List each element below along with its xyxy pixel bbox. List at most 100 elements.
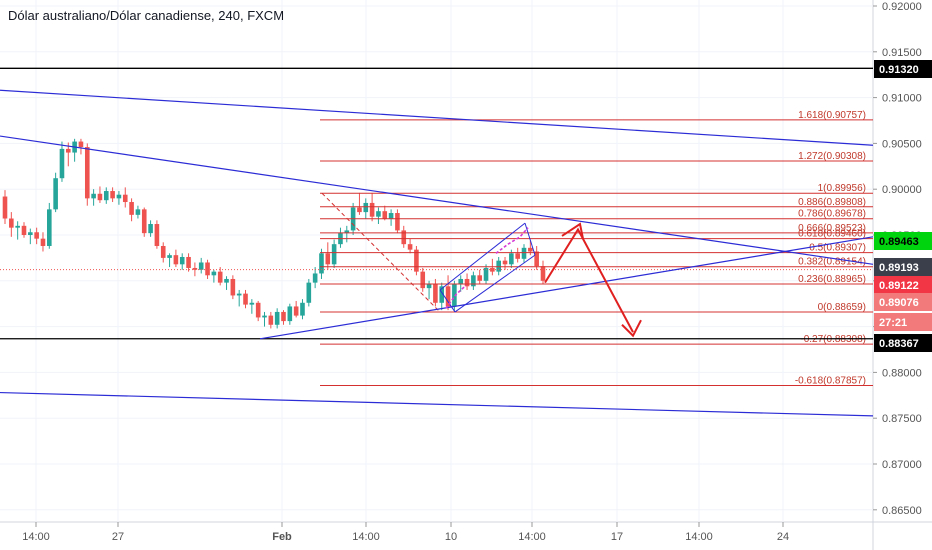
price-axis-label: 0.90500 bbox=[882, 138, 922, 150]
candle-bearish bbox=[255, 302, 261, 318]
fib-level-label: 0.236(0.88965) bbox=[798, 274, 866, 285]
time-axis-label: 14:00 bbox=[22, 531, 50, 543]
candle-bearish bbox=[65, 148, 71, 153]
candle-bearish bbox=[84, 147, 90, 199]
candle-bearish bbox=[293, 306, 299, 316]
candle-bearish bbox=[34, 232, 39, 239]
candle-bearish bbox=[160, 245, 166, 258]
price-tag-label: 0.88367 bbox=[879, 338, 919, 350]
candle-bullish bbox=[198, 262, 204, 270]
candle-bearish bbox=[401, 230, 407, 245]
candle-bullish bbox=[363, 202, 369, 213]
candle-bearish bbox=[357, 207, 362, 213]
candle-bearish bbox=[414, 249, 419, 272]
projection-path bbox=[544, 227, 634, 333]
fib-level-label: 0.666(0.89523) bbox=[798, 223, 866, 234]
fib-level-label: 0.618(0.89460) bbox=[798, 229, 866, 240]
candle-bullish bbox=[458, 278, 464, 285]
price-tag bbox=[874, 313, 932, 331]
candle-bearish bbox=[192, 267, 198, 270]
candle-bearish bbox=[515, 253, 520, 259]
time-axis-label: 14:00 bbox=[685, 531, 713, 543]
wave-path bbox=[445, 284, 467, 309]
candle-bullish bbox=[148, 224, 153, 234]
price-tag-label: 0.89193 bbox=[879, 262, 919, 274]
candle-bullish bbox=[59, 148, 65, 179]
price-axis-label: 0.87000 bbox=[882, 459, 922, 471]
candle-bearish bbox=[534, 251, 539, 267]
candle-bullish bbox=[521, 247, 527, 259]
candle-bearish bbox=[281, 311, 286, 322]
price-axis-label: 0.86500 bbox=[882, 505, 922, 517]
candle-bearish bbox=[122, 194, 128, 203]
candle-bullish bbox=[15, 225, 20, 228]
candle-bearish bbox=[173, 255, 179, 265]
candle-bullish bbox=[300, 302, 305, 316]
trend-line[interactable] bbox=[0, 391, 874, 417]
candle-bearish bbox=[154, 224, 160, 246]
candle-bullish bbox=[388, 213, 394, 219]
trend-line[interactable] bbox=[0, 135, 874, 265]
time-axis-label: 17 bbox=[611, 531, 623, 543]
price-tag bbox=[874, 60, 932, 78]
trend-line[interactable] bbox=[259, 236, 874, 340]
candle-bearish bbox=[528, 247, 533, 252]
candle-bearish bbox=[420, 271, 426, 289]
candle-bearish bbox=[268, 315, 274, 325]
candle-bearish bbox=[407, 244, 413, 250]
arrowhead-up bbox=[561, 222, 584, 239]
price-tag bbox=[874, 276, 932, 294]
fib-level-label: 1.272(0.90308) bbox=[798, 151, 866, 162]
candle-bullish bbox=[135, 209, 141, 215]
trend-line[interactable] bbox=[0, 89, 874, 146]
fib-level-label: 1(0.89956) bbox=[818, 183, 866, 194]
fib-level-label: 0(0.88659) bbox=[818, 302, 866, 313]
candle-bearish bbox=[110, 191, 115, 199]
candle-bearish bbox=[502, 260, 508, 265]
candle-bearish bbox=[445, 286, 451, 307]
candle-bullish bbox=[274, 311, 280, 325]
candle-bullish bbox=[262, 315, 267, 318]
price-axis-label: 0.92000 bbox=[882, 1, 922, 13]
candle-bullish bbox=[483, 267, 489, 281]
candle-bullish bbox=[312, 273, 318, 283]
time-axis-label: 10 bbox=[445, 531, 457, 543]
candle-bullish bbox=[471, 275, 476, 287]
candle-bearish bbox=[205, 262, 210, 276]
candle-bearish bbox=[540, 266, 546, 281]
price-tag bbox=[874, 258, 932, 276]
candle-bullish bbox=[344, 230, 350, 234]
candle-bearish bbox=[325, 253, 331, 265]
candle-bullish bbox=[91, 193, 96, 199]
price-tag bbox=[874, 232, 932, 250]
candle-bullish bbox=[331, 244, 337, 265]
candle-bullish bbox=[426, 284, 432, 289]
channel-lower-line[interactable] bbox=[454, 254, 536, 313]
channel-edge bbox=[524, 222, 536, 256]
candle-bullish bbox=[53, 178, 58, 210]
candle-bullish bbox=[287, 306, 293, 322]
price-tag-label: 0.89076 bbox=[879, 297, 919, 309]
plot-area bbox=[0, 0, 873, 522]
candle-bullish bbox=[306, 282, 312, 303]
candle-bullish bbox=[509, 253, 514, 265]
candle-bullish bbox=[28, 232, 33, 235]
candle-bullish bbox=[496, 260, 501, 272]
fib-level-label: 1.618(0.90757) bbox=[798, 110, 866, 121]
candle-bullish bbox=[249, 302, 255, 305]
candle-bearish bbox=[382, 211, 388, 219]
candle-bullish bbox=[224, 278, 229, 283]
candle-bearish bbox=[40, 238, 46, 246]
candle-bearish bbox=[141, 209, 147, 234]
fib-level-label: -0.27(0.88308) bbox=[800, 334, 866, 345]
fib-level-label: 0.786(0.89678) bbox=[798, 209, 866, 220]
time-axis-label: 27 bbox=[112, 531, 124, 543]
channel-upper-line[interactable] bbox=[439, 222, 526, 291]
price-axis-label: 0.91500 bbox=[882, 47, 922, 59]
chart-title: Dólar australiano/Dólar canadiense, 240,… bbox=[8, 8, 285, 23]
candle-bullish bbox=[179, 256, 185, 265]
time-axis-label: 24 bbox=[777, 531, 789, 543]
candle-bearish bbox=[9, 218, 14, 228]
